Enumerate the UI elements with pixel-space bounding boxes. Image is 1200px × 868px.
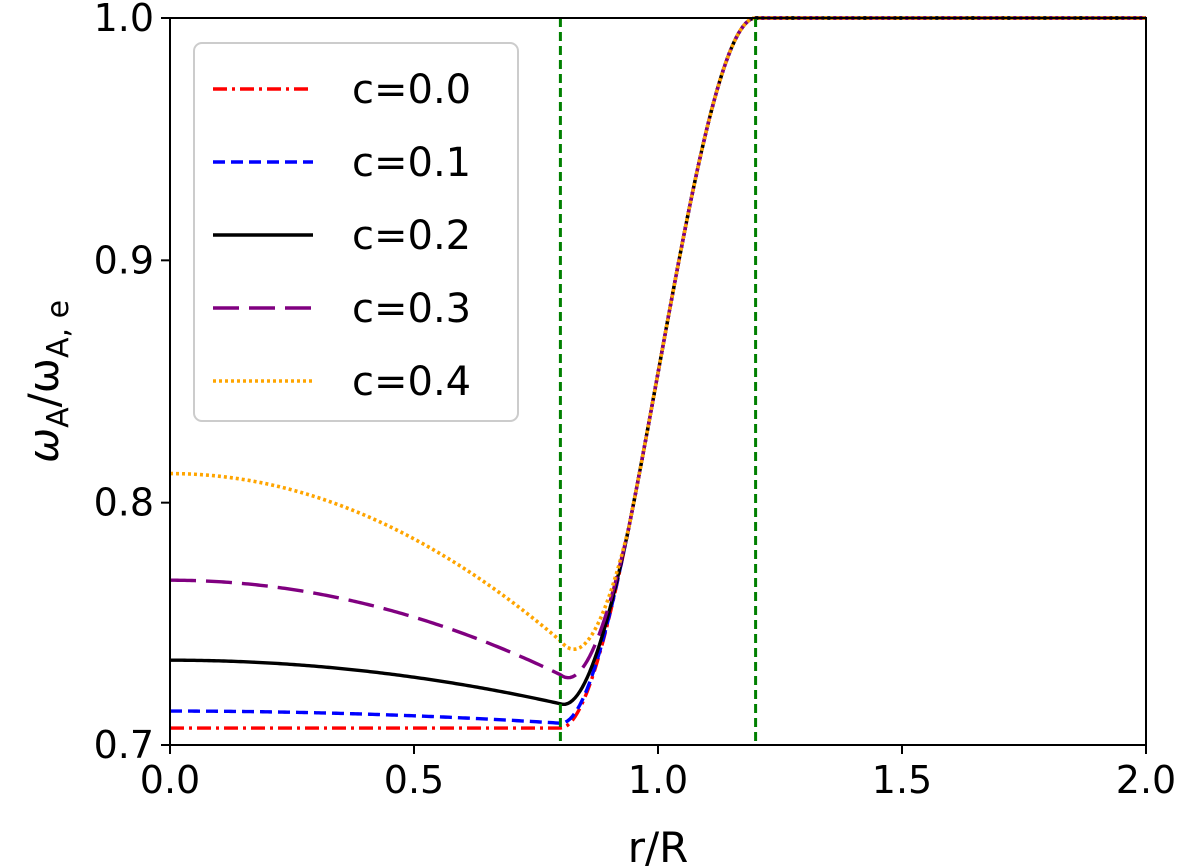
axis-ticks: 0.0 0.5 1.0 1.5 2.0 0.7 0.8 0.9 1.0 [94,0,1177,802]
series-line-4 [170,16,1146,652]
legend: c=0.0 c=0.1 c=0.2 c=0.3 c=0.4 [193,42,519,422]
y-tick-label: 0.8 [94,481,154,525]
y-axis-label-sub1: A [41,407,76,428]
y-tick-label: 1.0 [94,0,154,40]
legend-label: c=0.2 [352,213,471,259]
x-tick-label: 0.5 [384,758,444,802]
y-tick-label: 0.9 [94,238,154,282]
legend-label: c=0.0 [352,67,471,113]
legend-label: c=0.4 [352,359,471,405]
boundary-lines [558,18,758,745]
legend-box [193,42,519,422]
x-tick-label: 1.0 [628,758,688,802]
y-axis-label-main: ω [19,428,68,463]
x-tick-label: 2.0 [1116,758,1176,802]
x-tick-label: 0.0 [140,758,200,802]
x-tick-label: 1.5 [872,758,932,802]
y-axis-label: ωA/ωA, e [19,300,76,463]
legend-label: c=0.1 [352,140,471,186]
y-axis-label-sub2: A, e [41,300,76,358]
x-axis-label: r/R [628,823,689,868]
legend-label: c=0.3 [352,286,471,332]
y-axis-label-slash: /ω [19,358,68,407]
y-tick-label: 0.7 [94,723,154,767]
